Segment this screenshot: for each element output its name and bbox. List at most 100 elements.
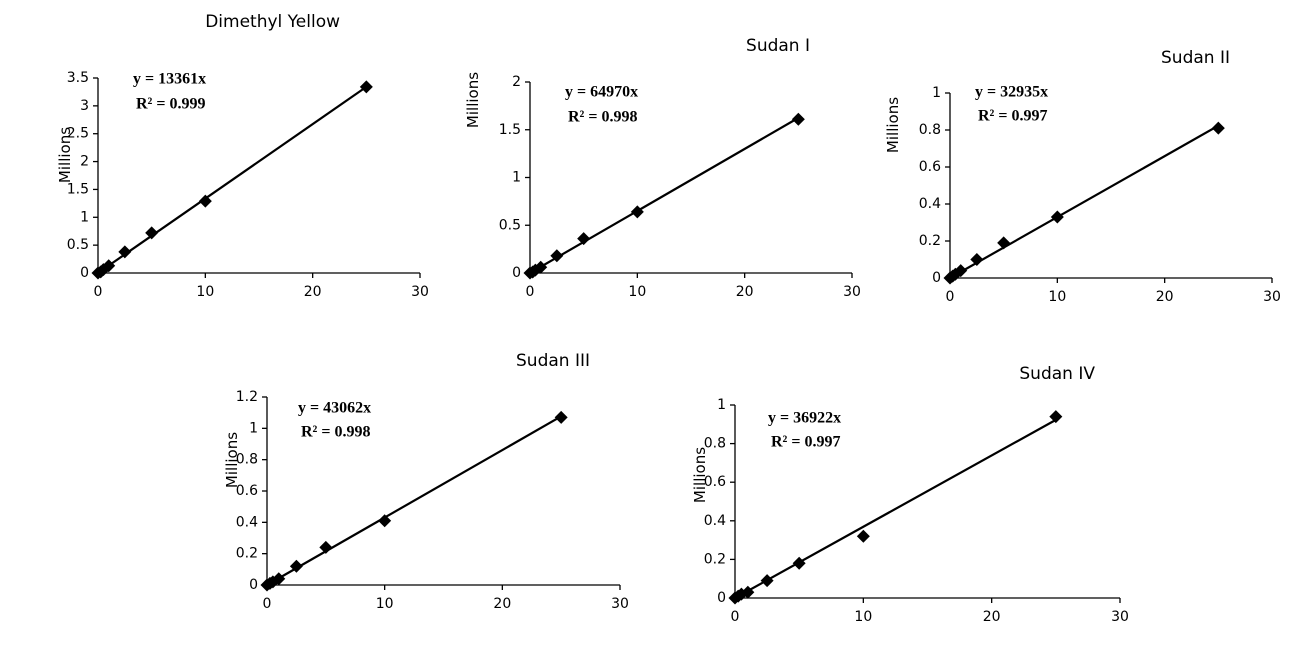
chart-title: Dimethyl Yellow bbox=[205, 12, 340, 32]
x-tick-label: 20 bbox=[983, 609, 1001, 625]
x-tick-label: 0 bbox=[731, 609, 740, 625]
data-point bbox=[198, 194, 212, 208]
y-tick-label: 0 bbox=[80, 265, 89, 281]
y-axis-label: Millions bbox=[464, 72, 482, 128]
y-tick-label: 1.5 bbox=[67, 181, 89, 197]
y-tick-label: 0.6 bbox=[704, 474, 726, 490]
y-tick-label: 0.8 bbox=[236, 452, 258, 468]
r-squared-label: R² = 0.998 bbox=[301, 424, 370, 441]
y-tick-label: 0.2 bbox=[236, 546, 258, 562]
data-point bbox=[550, 249, 564, 263]
y-tick-label: 1 bbox=[512, 170, 521, 186]
y-axis-label: Millions bbox=[56, 127, 74, 183]
y-axis-label: Millions bbox=[884, 97, 902, 153]
x-tick-label: 10 bbox=[196, 284, 214, 300]
x-tick-label: 30 bbox=[411, 284, 429, 300]
r-squared-label: R² = 0.997 bbox=[978, 108, 1047, 125]
trendline bbox=[529, 116, 799, 274]
x-tick-label: 30 bbox=[1111, 609, 1129, 625]
x-tick-label: 10 bbox=[854, 609, 872, 625]
trend-equation: y = 64970x bbox=[565, 84, 638, 101]
chart-title: Sudan I bbox=[746, 36, 810, 56]
y-tick-label: 0.6 bbox=[236, 483, 258, 499]
data-point bbox=[577, 232, 591, 246]
x-tick-label: 0 bbox=[946, 289, 955, 305]
y-tick-label: 1 bbox=[80, 209, 89, 225]
data-point bbox=[1049, 410, 1063, 424]
r-squared-label: R² = 0.997 bbox=[771, 434, 840, 451]
y-tick-label: 0 bbox=[249, 577, 258, 593]
y-tick-label: 0.4 bbox=[236, 514, 258, 530]
trend-equation: y = 36922x bbox=[768, 410, 841, 427]
y-tick-label: 1 bbox=[717, 397, 726, 413]
y-tick-label: 1 bbox=[932, 85, 941, 101]
trendline bbox=[734, 418, 1057, 599]
data-point bbox=[534, 260, 548, 274]
chart-title: Sudan IV bbox=[1019, 364, 1095, 384]
y-tick-label: 0 bbox=[512, 265, 521, 281]
trend-equation: y = 43062x bbox=[298, 400, 371, 417]
trend-equation: y = 32935x bbox=[975, 84, 1048, 101]
y-tick-label: 3 bbox=[80, 98, 89, 114]
data-point bbox=[792, 556, 806, 570]
x-tick-label: 20 bbox=[493, 596, 511, 612]
x-tick-label: 20 bbox=[736, 284, 754, 300]
y-tick-label: 0.5 bbox=[499, 217, 521, 233]
data-point bbox=[856, 529, 870, 543]
chart-panel-4: Sudan III Millions 0 0.2 0.4 0.6 0.8 1 1.2 0 10 20 3… bbox=[223, 351, 629, 612]
r-squared-label: R² = 0.999 bbox=[136, 96, 205, 113]
y-tick-label: 0.2 bbox=[704, 551, 726, 567]
x-tick-label: 20 bbox=[1156, 289, 1174, 305]
data-point bbox=[102, 259, 116, 273]
x-tick-label: 20 bbox=[304, 284, 322, 300]
data-point bbox=[378, 514, 392, 528]
data-point bbox=[970, 253, 984, 266]
y-tick-label: 0.8 bbox=[704, 436, 726, 452]
data-point bbox=[1211, 121, 1225, 135]
y-tick-label: 0.2 bbox=[919, 233, 941, 249]
x-tick-label: 30 bbox=[1263, 289, 1281, 305]
y-axis-label: Millions bbox=[223, 432, 241, 488]
data-point bbox=[791, 112, 805, 126]
y-axis-label: Millions bbox=[691, 447, 709, 503]
trendline bbox=[266, 415, 562, 586]
data-point bbox=[554, 410, 568, 424]
x-tick-label: 0 bbox=[526, 284, 535, 300]
r-squared-label: R² = 0.998 bbox=[568, 109, 637, 126]
data-point bbox=[760, 574, 774, 588]
y-tick-label: 2 bbox=[512, 74, 521, 90]
data-point bbox=[319, 540, 333, 554]
y-tick-label: 0 bbox=[717, 590, 726, 606]
x-tick-label: 10 bbox=[628, 284, 646, 300]
x-tick-label: 30 bbox=[843, 284, 861, 300]
chart-title: Sudan III bbox=[516, 351, 590, 371]
y-tick-label: 0.4 bbox=[704, 513, 726, 529]
trend-equation: y = 13361x bbox=[133, 71, 206, 88]
y-tick-label: 0.8 bbox=[919, 122, 941, 138]
x-tick-label: 10 bbox=[376, 596, 394, 612]
data-point bbox=[997, 236, 1011, 250]
x-tick-label: 0 bbox=[263, 596, 272, 612]
x-tick-label: 10 bbox=[1048, 289, 1066, 305]
trendline bbox=[97, 85, 367, 274]
data-point bbox=[289, 559, 303, 573]
chart-title: Sudan II bbox=[1161, 48, 1230, 68]
data-point bbox=[118, 245, 132, 259]
x-tick-label: 30 bbox=[611, 596, 629, 612]
y-tick-label: 1.2 bbox=[236, 389, 258, 405]
y-tick-label: 2.5 bbox=[67, 126, 89, 142]
y-tick-label: 0.5 bbox=[67, 237, 89, 253]
data-point bbox=[630, 205, 644, 219]
y-tick-label: 0.4 bbox=[919, 196, 941, 212]
y-tick-label: 0 bbox=[932, 270, 941, 286]
y-tick-label: 2 bbox=[80, 154, 89, 170]
trendline bbox=[949, 124, 1219, 279]
data-point bbox=[359, 80, 373, 94]
y-tick-label: 1 bbox=[249, 420, 258, 436]
x-tick-label: 0 bbox=[94, 284, 103, 300]
y-tick-label: 3.5 bbox=[67, 70, 89, 86]
